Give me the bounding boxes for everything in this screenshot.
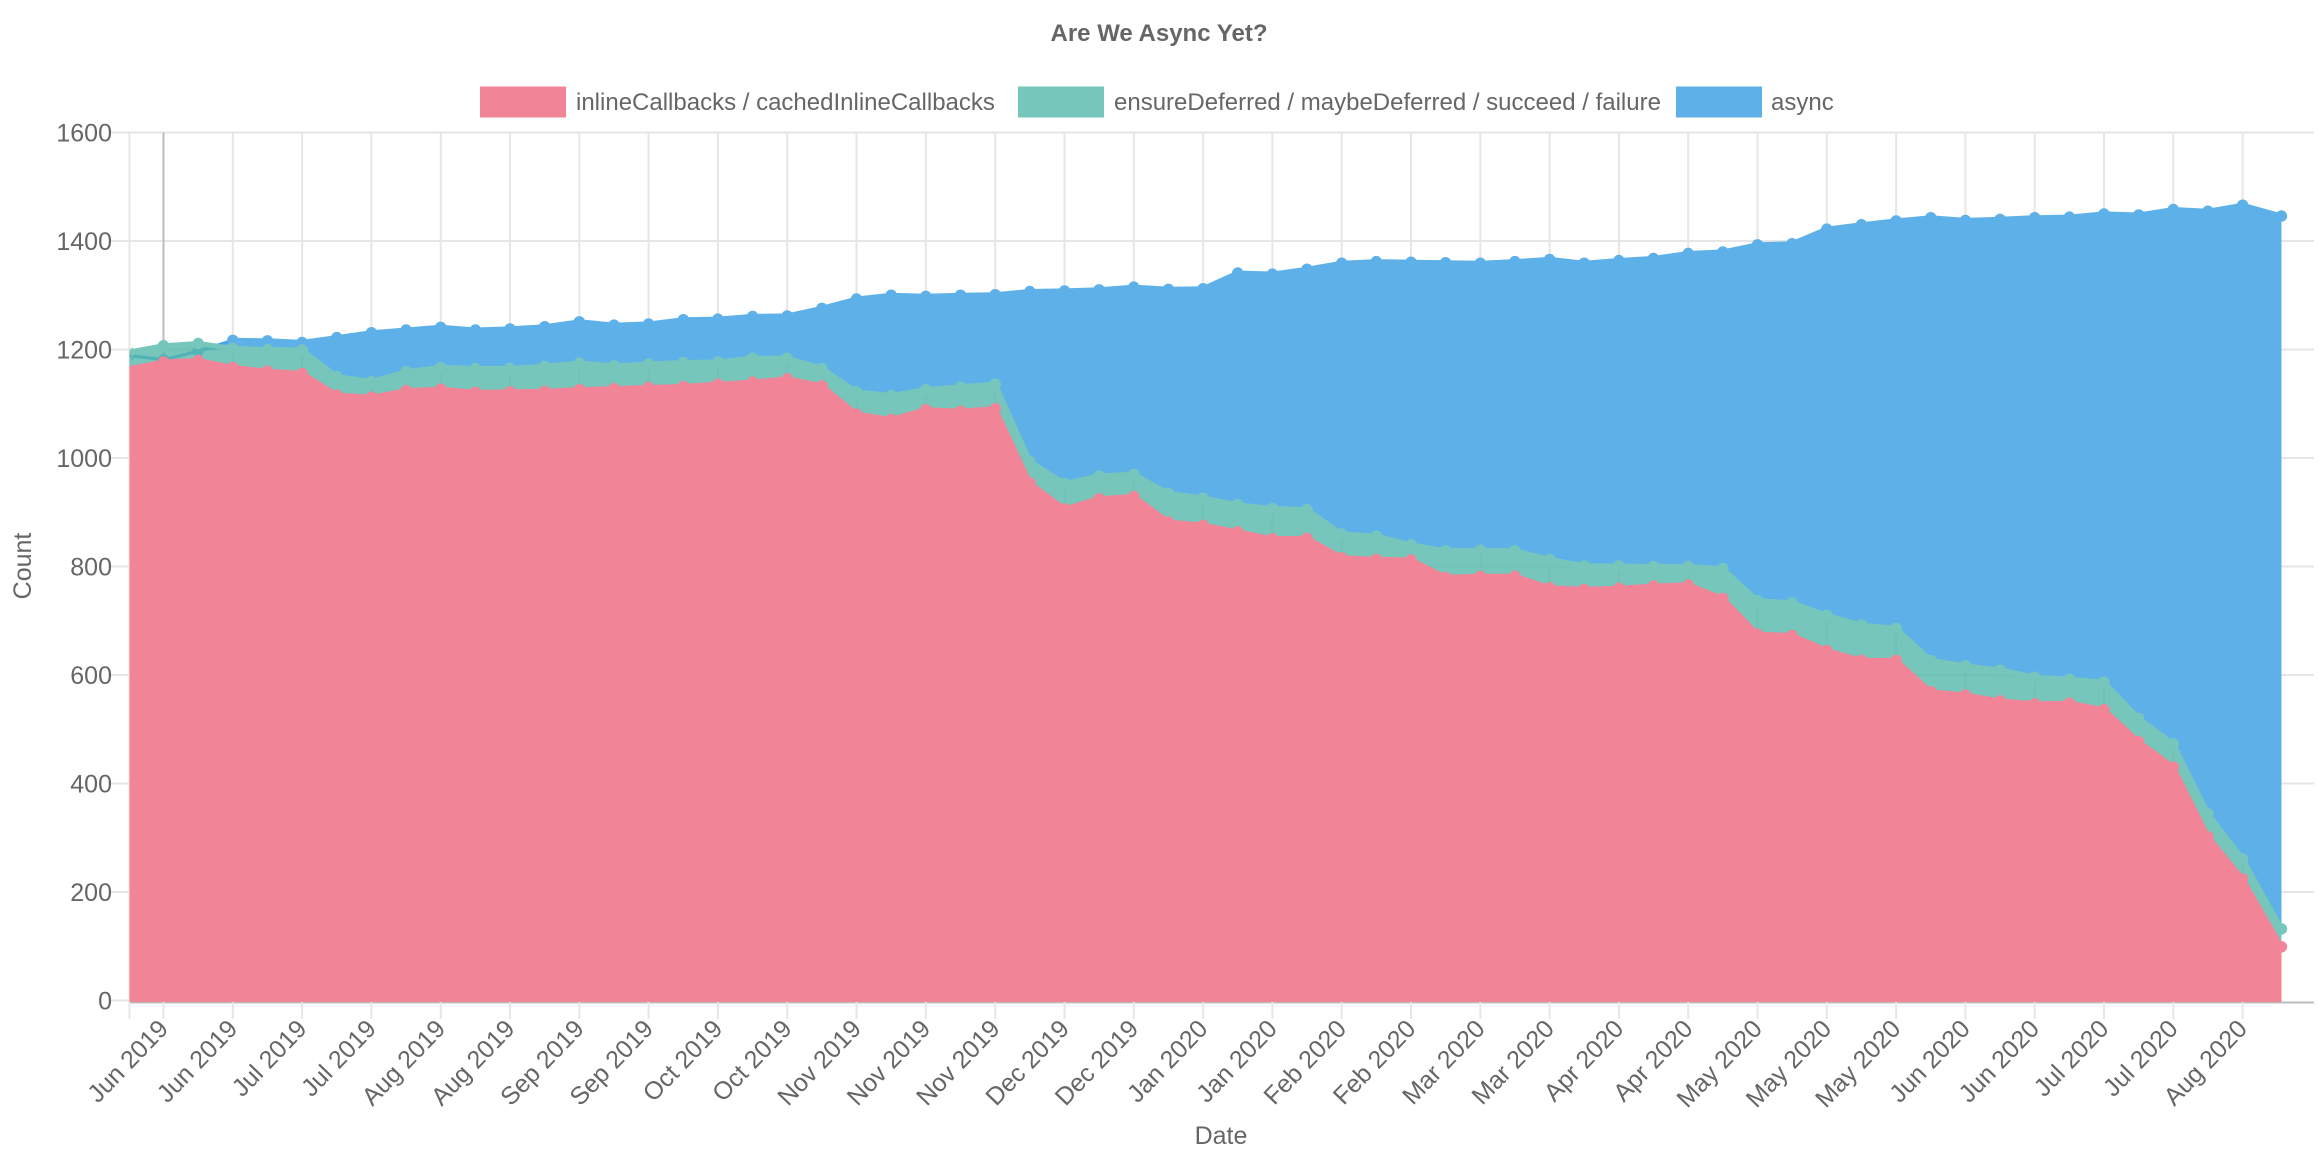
- svg-text:Count: Count: [9, 533, 37, 600]
- svg-text:Are We Async Yet?: Are We Async Yet?: [1051, 20, 1268, 47]
- svg-text:async: async: [1771, 89, 1834, 116]
- svg-text:1400: 1400: [56, 228, 112, 256]
- svg-text:600: 600: [70, 662, 112, 690]
- svg-text:Date: Date: [1195, 1122, 1248, 1150]
- svg-text:1200: 1200: [56, 337, 112, 365]
- svg-text:1000: 1000: [56, 445, 112, 473]
- svg-text:1600: 1600: [56, 120, 112, 148]
- svg-text:200: 200: [70, 879, 112, 907]
- svg-text:800: 800: [70, 554, 112, 582]
- svg-text:0: 0: [98, 988, 112, 1016]
- svg-text:inlineCallbacks / cachedInline: inlineCallbacks / cachedInlineCallbacks: [576, 89, 995, 116]
- svg-text:ensureDeferred / maybeDeferred: ensureDeferred / maybeDeferred / succeed…: [1114, 89, 1661, 116]
- svg-text:400: 400: [70, 771, 112, 799]
